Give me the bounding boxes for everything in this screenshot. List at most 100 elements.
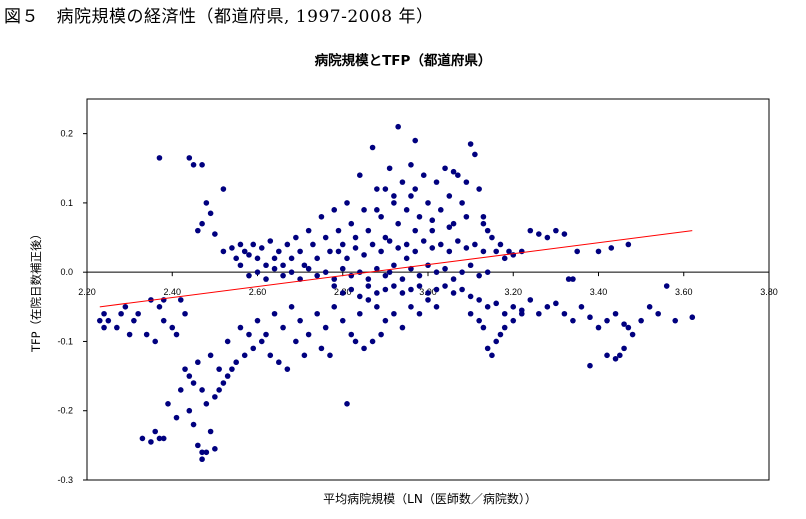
data-point [646,304,653,310]
data-point [322,234,329,241]
data-point [284,366,291,372]
data-point [186,407,193,414]
data-point [625,324,632,331]
data-point [408,193,414,199]
y-axis-ticks: 0.2 0.1 0.0 -0.1 -0.2 -0.3 [57,129,87,485]
data-point [361,345,367,352]
data-point [233,255,239,262]
data-point [348,286,355,293]
data-point [527,227,534,234]
data-point [237,262,244,269]
data-point [339,265,346,272]
data-point [352,234,359,241]
data-point [604,352,610,359]
data-point [476,297,482,303]
data-point [476,272,482,279]
data-point [344,255,350,262]
data-point [339,290,346,296]
data-point [480,324,487,331]
data-point [276,248,282,255]
data-point [408,304,414,310]
data-point [207,210,214,217]
data-point [250,241,257,248]
data-point [152,428,158,435]
data-point [403,241,410,248]
data-point [305,227,312,234]
data-point [207,428,214,435]
data-point [220,380,227,386]
data-point [339,241,346,248]
y-tick-label: -0.3 [57,475,73,485]
y-tick-label: -0.1 [57,336,73,346]
data-point [386,165,393,172]
data-point [638,317,644,324]
data-point [399,276,406,282]
data-point [246,272,252,279]
data-point [437,207,444,213]
data-point [374,207,380,213]
x-axis-label: 平均病院規模（LN（医師数／病院数）） [323,491,537,506]
data-point [199,220,205,227]
data-point [374,290,380,296]
data-point [348,220,355,227]
data-point [604,317,610,324]
data-point [501,310,508,317]
data-point [365,227,372,234]
data-point [612,355,619,362]
data-point [391,193,397,199]
data-point [156,435,163,442]
trend-line [99,230,693,308]
data-point [442,265,448,272]
data-point [118,310,124,317]
data-point [463,245,470,251]
data-point [233,359,239,366]
data-point [382,317,389,324]
data-point [348,272,355,279]
data-point [493,248,500,255]
data-point [484,269,491,275]
data-point [425,290,431,296]
data-point [497,241,504,248]
data-point [207,352,214,359]
data-point [574,248,580,255]
data-point [399,179,406,185]
data-point [331,276,338,282]
data-point [254,317,261,324]
data-point [331,304,338,310]
data-point [446,224,453,230]
data-point [216,366,222,372]
data-point [357,269,363,275]
data-point [327,248,333,255]
data-point [536,231,542,237]
data-point [467,262,474,269]
data-point [399,290,406,296]
data-point [374,186,380,192]
data-point [403,207,410,213]
data-point [412,227,419,234]
data-point [344,200,350,206]
data-point [182,310,188,317]
data-point [467,141,474,147]
data-point [271,310,278,317]
data-point [284,241,291,248]
chart-title: 病院規模とTFP（都道府県） [314,53,492,69]
data-point [246,331,252,338]
x-tick-label: 3.60 [675,287,693,297]
data-point [369,241,376,248]
data-point [203,401,210,407]
data-point [587,362,593,369]
data-point [327,352,333,359]
data-point [263,276,269,282]
data-point [403,255,410,262]
data-point [352,338,359,345]
data-point [378,331,384,338]
data-point [561,231,568,237]
data-point [250,345,257,352]
data-point [484,227,491,234]
data-point [544,234,551,241]
data-point [276,359,282,366]
data-point [425,200,431,206]
data-point [280,262,286,269]
data-point [195,359,201,366]
